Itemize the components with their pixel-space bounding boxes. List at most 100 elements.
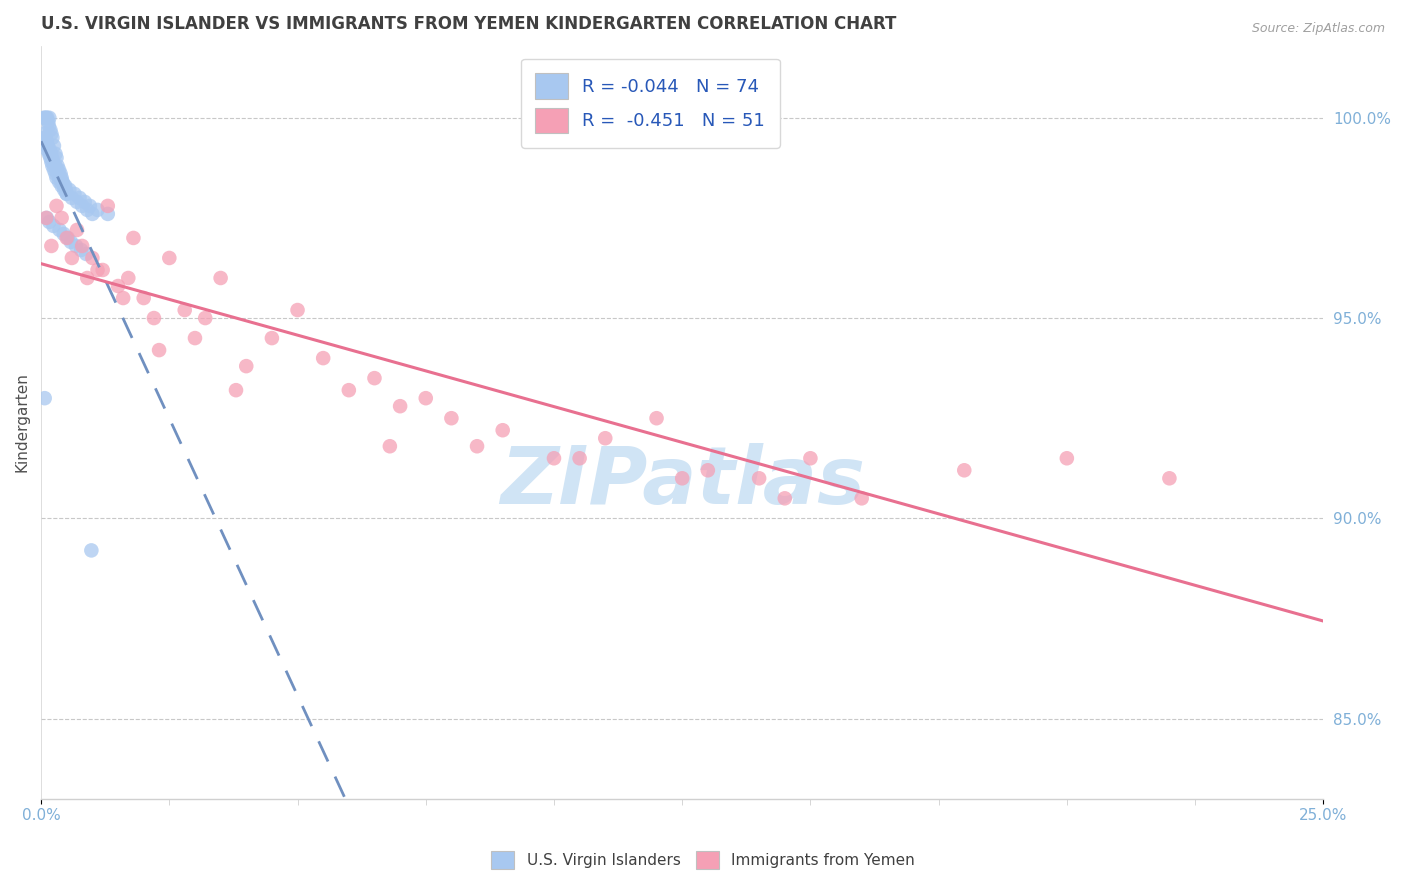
Point: [56, 231, 79, 245]
Point: [86, 202, 108, 217]
Point: [35, 138, 58, 153]
Point: [35, 111, 58, 125]
Point: [60, 191, 83, 205]
Point: [415, 391, 437, 405]
Point: [107, 279, 129, 293]
Point: [38, 111, 60, 125]
Point: [49, 167, 72, 181]
Point: [45, 199, 67, 213]
Point: [32, 111, 55, 125]
Point: [122, 231, 145, 245]
Point: [70, 243, 93, 257]
Point: [65, 239, 87, 253]
Point: [53, 178, 76, 193]
Point: [42, 154, 65, 169]
Point: [287, 303, 309, 318]
Point: [60, 251, 83, 265]
Point: [38, 143, 60, 157]
Point: [79, 199, 101, 213]
Point: [46, 167, 69, 181]
Point: [46, 159, 69, 173]
Point: [80, 543, 103, 558]
Point: [39, 123, 62, 137]
Point: [225, 383, 247, 397]
Text: U.S. VIRGIN ISLANDER VS IMMIGRANTS FROM YEMEN KINDERGARTEN CORRELATION CHART: U.S. VIRGIN ISLANDER VS IMMIGRANTS FROM …: [41, 15, 897, 33]
Point: [55, 186, 77, 201]
Point: [52, 227, 75, 241]
Y-axis label: Kindergarten: Kindergarten: [15, 372, 30, 472]
Point: [51, 170, 73, 185]
Point: [38, 119, 60, 133]
Point: [157, 251, 180, 265]
Point: [48, 175, 70, 189]
Point: [69, 191, 91, 205]
Point: [49, 170, 72, 185]
Point: [953, 463, 976, 477]
Point: [53, 183, 76, 197]
Text: Source: ZipAtlas.com: Source: ZipAtlas.com: [1251, 22, 1385, 36]
Point: [35, 135, 58, 149]
Point: [34, 135, 56, 149]
Point: [184, 331, 207, 345]
Point: [41, 127, 63, 141]
Point: [58, 183, 80, 197]
Point: [117, 271, 139, 285]
Point: [37, 111, 59, 125]
Point: [37, 138, 59, 153]
Point: [41, 151, 63, 165]
Point: [1056, 451, 1078, 466]
Point: [46, 162, 69, 177]
Point: [38, 146, 60, 161]
Point: [34, 111, 56, 125]
Point: [41, 159, 63, 173]
Point: [32, 130, 55, 145]
Point: [53, 178, 76, 193]
Point: [70, 199, 93, 213]
Point: [42, 138, 65, 153]
Legend: U.S. Virgin Islanders, Immigrants from Yemen: U.S. Virgin Islanders, Immigrants from Y…: [485, 845, 921, 875]
Point: [112, 291, 135, 305]
Point: [45, 170, 67, 185]
Text: ZIPatlas: ZIPatlas: [499, 443, 865, 522]
Point: [39, 146, 62, 161]
Point: [55, 186, 77, 201]
Point: [86, 263, 108, 277]
Point: [492, 423, 515, 437]
Point: [45, 151, 67, 165]
Point: [35, 211, 58, 225]
Point: [51, 211, 73, 225]
Point: [55, 231, 77, 245]
Point: [66, 194, 89, 209]
Point: [671, 471, 693, 485]
Point: [440, 411, 463, 425]
Point: [696, 463, 718, 477]
Point: [35, 211, 58, 225]
Point: [70, 239, 93, 253]
Point: [59, 235, 82, 249]
Point: [363, 371, 385, 385]
Point: [41, 130, 63, 145]
Point: [48, 223, 70, 237]
Point: [235, 359, 257, 373]
Point: [748, 471, 770, 485]
Point: [41, 154, 63, 169]
Point: [41, 239, 63, 253]
Point: [799, 451, 821, 466]
Point: [173, 303, 195, 318]
Point: [63, 186, 86, 201]
Point: [465, 439, 488, 453]
Point: [1159, 471, 1181, 485]
Point: [51, 175, 73, 189]
Point: [389, 399, 412, 413]
Point: [194, 311, 217, 326]
Point: [260, 331, 283, 345]
Point: [42, 162, 65, 177]
Point: [82, 251, 104, 265]
Point: [593, 431, 616, 445]
Point: [66, 223, 89, 237]
Point: [568, 451, 591, 466]
Point: [82, 207, 104, 221]
Point: [44, 159, 66, 173]
Point: [91, 263, 114, 277]
Point: [851, 491, 873, 506]
